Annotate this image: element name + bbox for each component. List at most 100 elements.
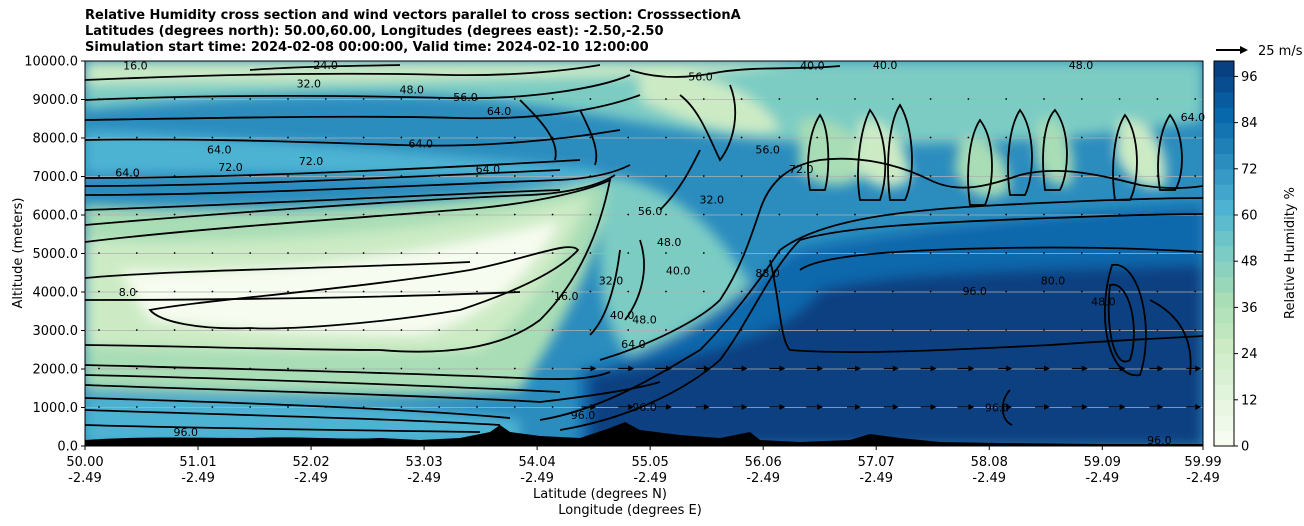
wind-dot — [589, 98, 592, 100]
wind-dot — [438, 290, 441, 293]
wind-dot — [249, 175, 252, 177]
colorbar-band — [1214, 261, 1234, 278]
contour-label: 32.0 — [297, 77, 322, 90]
contour-line — [559, 213, 1203, 431]
wind-dot — [513, 175, 516, 177]
y-tick-label: 4000.0 — [33, 286, 79, 301]
contour-line — [799, 246, 1203, 271]
wind-dot — [1005, 98, 1008, 100]
wind-dot — [98, 252, 100, 254]
field-column-2 — [855, 119, 910, 188]
wind-dot — [211, 329, 214, 331]
wind-arrowhead — [892, 404, 899, 410]
wind-dot — [1156, 252, 1159, 254]
wind-dot — [513, 329, 516, 331]
wind-dot — [135, 175, 138, 177]
field-top-dry — [85, 61, 800, 85]
wind-dot — [476, 290, 478, 293]
wind-dot — [324, 367, 327, 370]
contour-line — [857, 108, 887, 201]
wind-dot — [287, 329, 289, 331]
y-tick-label: 1000.0 — [33, 401, 79, 416]
x-tick-label-lon: -2.49 — [746, 471, 780, 486]
contour-line — [85, 364, 611, 380]
wind-dot — [1118, 290, 1121, 293]
x-axis-label-2: Longitude (degrees E) — [558, 503, 702, 518]
contour-label: 80.0 — [1041, 274, 1066, 287]
wind-dot — [1118, 98, 1121, 100]
wind-dot — [929, 252, 932, 254]
terrain — [85, 422, 1203, 446]
wind-dot — [891, 175, 894, 177]
wind-dot — [513, 136, 516, 139]
wind-dot — [173, 367, 176, 370]
colorbar-band — [1214, 153, 1234, 170]
x-tick-label-lat: 55.05 — [632, 455, 669, 470]
wind-dot — [816, 175, 819, 177]
wind-dot — [891, 252, 894, 254]
wind-dot — [287, 290, 289, 293]
wind-dot — [551, 329, 554, 331]
wind-dot — [967, 252, 970, 254]
wind-dot — [1194, 136, 1197, 139]
y-tick-label: 10000.0 — [24, 55, 78, 70]
wind-dot — [98, 213, 100, 216]
wind-dot — [1043, 329, 1045, 331]
wind-arrowhead — [741, 404, 748, 410]
contour-label: 56.0 — [453, 91, 478, 104]
field-upper-dry-patch — [640, 70, 780, 133]
contour-label: 56.0 — [688, 70, 713, 83]
colorbar-band — [1214, 369, 1234, 385]
contour-label: 96.0 — [962, 285, 987, 298]
wind-dot — [400, 213, 403, 216]
field-dry-intrusion-core — [120, 220, 560, 335]
wind-dot — [249, 329, 252, 331]
wind-dot — [627, 98, 630, 100]
x-tick-label-lat: 56.06 — [745, 455, 782, 470]
wind-dot — [400, 98, 403, 100]
wind-dot — [400, 175, 403, 177]
wind-dot — [627, 290, 630, 293]
wind-dot — [551, 252, 554, 254]
contour-label: 88.0 — [755, 267, 780, 280]
wind-dot — [891, 213, 894, 216]
colorbar-band — [1214, 76, 1234, 93]
contour-line — [85, 174, 616, 226]
contour-label: 96.0 — [985, 402, 1010, 415]
contour-label: 32.0 — [699, 194, 724, 207]
contour-line — [85, 381, 661, 403]
colorbar-band — [1214, 215, 1234, 231]
field-saturated-core — [590, 265, 1203, 446]
colorbar-frame — [1213, 60, 1235, 447]
contour-line — [624, 239, 645, 321]
wind-dot — [627, 136, 630, 139]
wind-dot — [400, 367, 403, 370]
wind-dot — [891, 329, 894, 331]
wind-arrowhead — [628, 404, 635, 410]
wind-dot — [816, 136, 819, 139]
wind-dot — [362, 406, 365, 408]
wind-dot — [249, 252, 252, 254]
wind-dot — [778, 175, 781, 177]
contour-line — [659, 149, 701, 211]
wind-dot — [249, 136, 252, 139]
colorbar-tick-label: 48 — [1241, 255, 1258, 270]
wind-dot — [324, 98, 327, 100]
wind-dot — [135, 406, 138, 408]
contour-label: 64.0 — [408, 137, 433, 150]
contour-label: 40.0 — [666, 264, 691, 277]
wind-dot — [816, 329, 819, 331]
wind-dot — [854, 252, 856, 254]
contour-line — [85, 64, 601, 81]
chart-title-line-2: Latitudes (degrees north): 50.00,60.00, … — [85, 24, 664, 39]
y-axis-label: Altitude (meters) — [11, 198, 26, 309]
wind-dot — [438, 175, 441, 177]
y-tick-label: 0.0 — [57, 440, 78, 455]
wind-dot — [967, 329, 970, 331]
wind-dot — [589, 213, 592, 216]
contour-line — [85, 261, 471, 279]
wind-dot — [665, 252, 667, 254]
wind-dot — [551, 136, 554, 139]
x-tick-label-lon: -2.49 — [520, 471, 554, 486]
wind-dot — [929, 98, 932, 100]
